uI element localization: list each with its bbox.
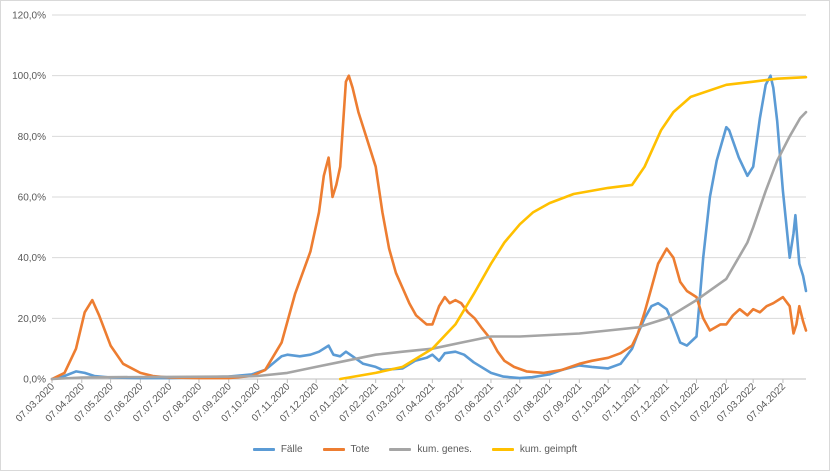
legend-swatch [252, 448, 275, 451]
legend-item: Tote [322, 444, 370, 455]
series-line [338, 75, 808, 381]
legend-item: Fälle [252, 444, 303, 455]
legend: Fälle Tote kum. genes. kum. geimpft [0, 444, 830, 455]
gridlines [52, 14, 806, 380]
legend-label: kum. geimpft [519, 444, 578, 455]
legend-swatch [491, 448, 514, 451]
legend-swatch [389, 448, 412, 451]
legend-item: kum. geimpft [491, 444, 578, 455]
series-lines [50, 74, 808, 381]
series-line [50, 110, 808, 381]
y-tick-label: 60,0% [18, 193, 46, 204]
x-axis-labels: 07.03.202007.04.202007.05.202007.06.2020… [14, 379, 788, 425]
y-tick-label: 0,0% [23, 375, 46, 386]
legend-swatch [322, 448, 345, 451]
y-tick-label: 100,0% [12, 71, 46, 82]
legend-label: Tote [350, 444, 370, 455]
y-tick-label: 20,0% [18, 314, 46, 325]
y-axis-labels: 0,0% 20,0% 40,0% 60,0% 80,0% 100,0% 120,0% [12, 11, 46, 386]
y-tick-label: 40,0% [18, 253, 46, 264]
series-line [50, 74, 808, 381]
series-line [50, 74, 808, 381]
legend-label: Fälle [280, 444, 303, 455]
y-tick-label: 120,0% [12, 11, 46, 22]
y-tick-label: 80,0% [18, 132, 46, 143]
legend-item: kum. genes. [389, 444, 472, 455]
legend-label: kum. genes. [417, 444, 472, 455]
